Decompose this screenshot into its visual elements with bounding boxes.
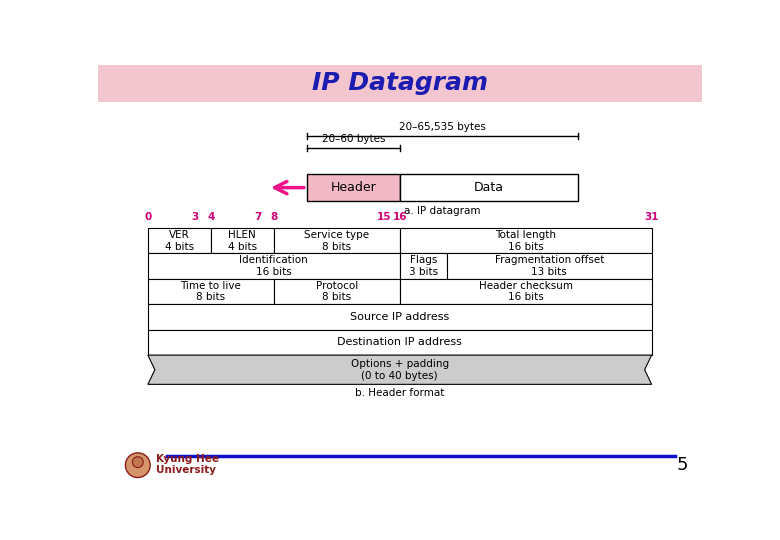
Text: Time to live
8 bits: Time to live 8 bits: [180, 281, 241, 302]
Bar: [274, 228, 399, 253]
Text: 16: 16: [392, 212, 407, 222]
Text: University: University: [156, 465, 215, 475]
Text: 4: 4: [207, 212, 215, 222]
Text: Identification
16 bits: Identification 16 bits: [239, 255, 308, 277]
Text: Kyung Hee: Kyung Hee: [156, 454, 218, 464]
Bar: [447, 253, 651, 279]
Circle shape: [133, 457, 144, 468]
Text: Header: Header: [331, 181, 376, 194]
Bar: [98, 65, 702, 102]
Text: Header checksum
16 bits: Header checksum 16 bits: [479, 281, 573, 302]
Text: Fragmentation offset
13 bits: Fragmentation offset 13 bits: [495, 255, 604, 277]
Text: Protocol
8 bits: Protocol 8 bits: [316, 281, 358, 302]
Bar: [399, 279, 651, 304]
Bar: [399, 174, 578, 201]
Text: 7: 7: [254, 212, 262, 222]
Text: Source IP address: Source IP address: [350, 312, 449, 322]
Text: Destination IP address: Destination IP address: [337, 338, 463, 347]
Text: 0: 0: [144, 212, 151, 222]
Bar: [399, 253, 447, 279]
Text: Service type
8 bits: Service type 8 bits: [304, 230, 370, 252]
Text: 20–60 bytes: 20–60 bytes: [321, 134, 385, 144]
Text: b. Header format: b. Header format: [355, 388, 445, 398]
Bar: [211, 228, 274, 253]
Text: 8: 8: [270, 212, 278, 222]
Bar: [399, 228, 651, 253]
Text: Data: Data: [474, 181, 504, 194]
Text: 15: 15: [377, 212, 392, 222]
Text: IP Datagram: IP Datagram: [312, 71, 488, 95]
Bar: [148, 304, 651, 330]
Circle shape: [126, 453, 151, 477]
Bar: [274, 279, 399, 304]
Text: 31: 31: [644, 212, 659, 222]
Bar: [148, 330, 651, 355]
Text: Total length
16 bits: Total length 16 bits: [495, 230, 556, 252]
Text: HLEN
4 bits: HLEN 4 bits: [228, 230, 257, 252]
Text: VER
4 bits: VER 4 bits: [165, 230, 194, 252]
Text: 5: 5: [676, 456, 688, 475]
Text: 20–65,535 bytes: 20–65,535 bytes: [399, 122, 486, 132]
Bar: [148, 228, 211, 253]
Polygon shape: [148, 355, 651, 384]
Text: Flags
3 bits: Flags 3 bits: [409, 255, 438, 277]
Text: Options + padding
(0 to 40 bytes): Options + padding (0 to 40 bytes): [351, 359, 448, 381]
Text: 3: 3: [191, 212, 199, 222]
Bar: [307, 174, 399, 201]
Text: a. IP datagram: a. IP datagram: [404, 206, 480, 215]
Bar: [148, 279, 274, 304]
Bar: [148, 253, 399, 279]
